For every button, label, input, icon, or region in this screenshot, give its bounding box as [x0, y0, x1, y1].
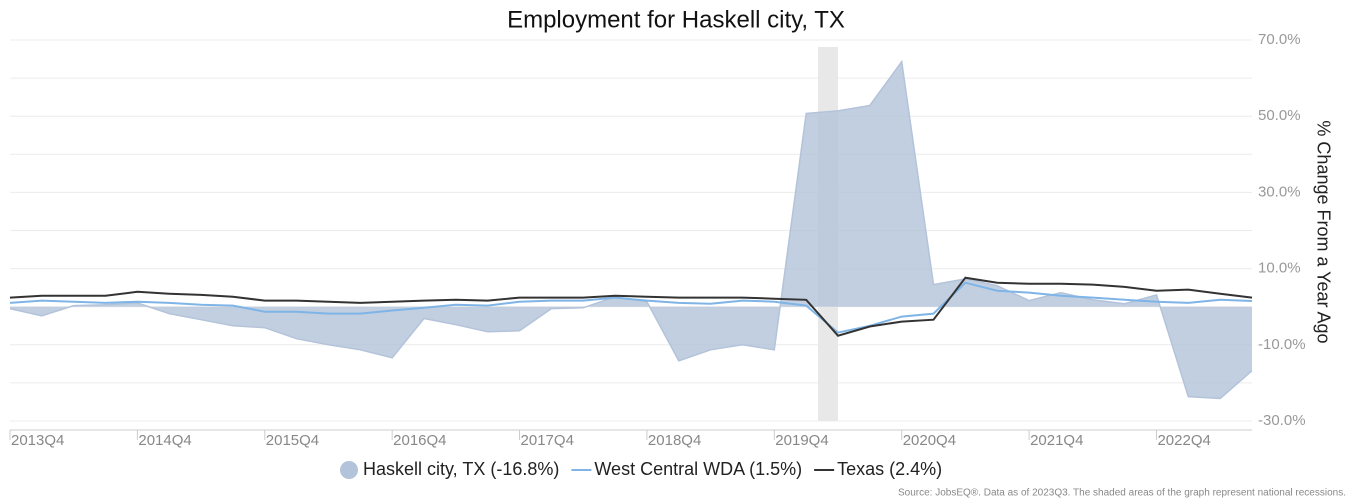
- x-tick-label: 2014Q4: [138, 432, 191, 449]
- x-tick-label: 2015Q4: [266, 432, 319, 449]
- x-tick-label: 2019Q4: [775, 432, 828, 449]
- y-tick-label: -30.0%: [1258, 412, 1306, 429]
- y-tick-label: -10.0%: [1258, 336, 1306, 353]
- y-tick-label: 10.0%: [1258, 260, 1301, 277]
- legend-symbol: [340, 461, 358, 479]
- line: [9, 281, 1253, 334]
- y-tick-label: 50.0%: [1258, 107, 1301, 124]
- line: [9, 276, 1253, 337]
- x-tick-label: 2021Q4: [1030, 432, 1083, 449]
- legend-label: Haskell city, TX (-16.8%): [363, 459, 559, 479]
- chart-title: Employment for Haskell city, TX: [507, 6, 845, 33]
- source-note: Source: JobsEQ®. Data as of 2023Q3. The …: [898, 488, 1346, 499]
- x-tick-label: 2022Q4: [1157, 432, 1210, 449]
- x-tick-label: 2013Q4: [11, 432, 64, 449]
- x-tick-label: 2018Q4: [648, 432, 701, 449]
- x-tick-label: 2017Q4: [521, 432, 574, 449]
- y-tick-label: 30.0%: [1258, 183, 1301, 200]
- area-fill: [10, 61, 1252, 399]
- y-axis-label: % Change From a Year Ago: [1313, 120, 1333, 343]
- legend-label: West Central WDA (1.5%): [594, 459, 802, 479]
- legend-label: Texas (2.4%): [837, 459, 942, 479]
- y-tick-label: 70.0%: [1258, 31, 1301, 48]
- x-tick-label: 2016Q4: [393, 432, 446, 449]
- x-tick-label: 2020Q4: [903, 432, 956, 449]
